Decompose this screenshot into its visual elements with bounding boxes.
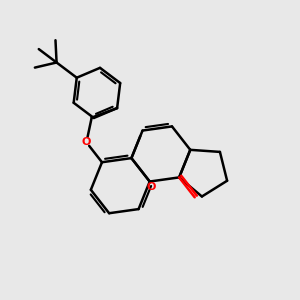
Text: O: O [146,182,156,192]
Text: O: O [82,137,91,147]
